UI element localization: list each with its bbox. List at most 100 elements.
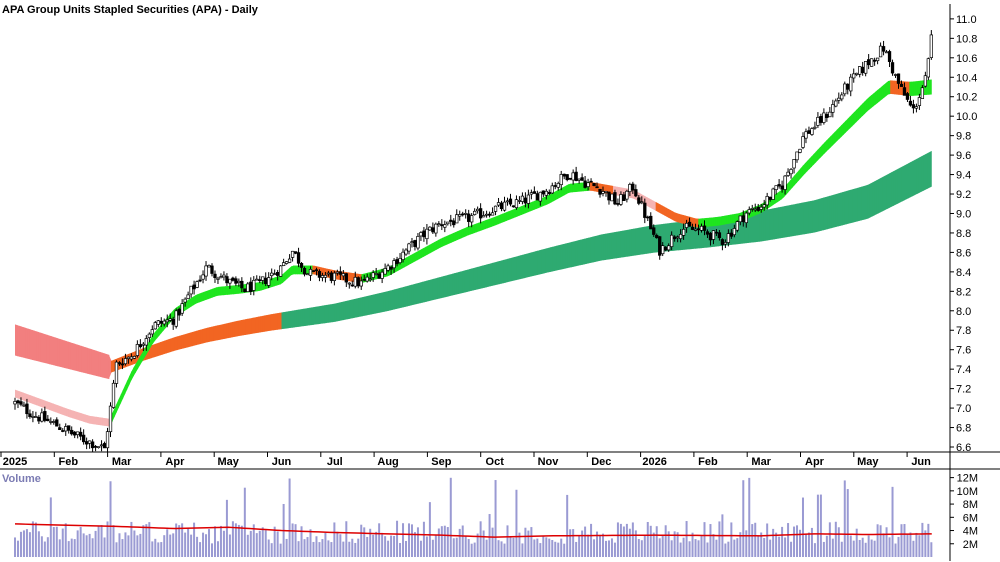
candle-body xyxy=(690,226,695,230)
long-term-ribbon xyxy=(413,283,417,305)
short-term-ribbon xyxy=(129,370,132,386)
volume-bar xyxy=(610,538,613,557)
short-term-ribbon xyxy=(666,207,669,218)
candle-body xyxy=(114,361,119,384)
volume-bar xyxy=(527,530,530,557)
candle-body xyxy=(443,224,447,228)
short-term-ribbon xyxy=(480,220,484,231)
candle-body xyxy=(120,363,125,366)
long-term-ribbon xyxy=(449,273,453,297)
candle-body xyxy=(825,114,829,118)
volume-bar xyxy=(43,541,46,557)
volume-bar xyxy=(55,526,58,557)
long-term-ribbon xyxy=(897,167,901,204)
candle-body xyxy=(481,215,486,218)
short-term-ribbon xyxy=(890,80,893,95)
short-term-ribbon xyxy=(845,118,849,133)
short-term-ribbon xyxy=(306,265,309,275)
candle-body xyxy=(661,245,665,255)
long-term-ribbon xyxy=(533,251,536,277)
time-tick-label: Jul xyxy=(327,456,343,468)
volume-bar xyxy=(384,536,387,557)
candle-body xyxy=(869,58,874,67)
short-term-ribbon xyxy=(802,162,806,177)
long-term-ribbon xyxy=(791,204,794,237)
long-term-ribbon xyxy=(209,326,212,342)
volume-bar xyxy=(124,532,127,557)
candle-body xyxy=(461,213,465,216)
price-tick-label: 9.0 xyxy=(956,208,971,220)
volume-bar xyxy=(106,521,109,557)
long-term-ribbon xyxy=(100,352,103,378)
volume-bar xyxy=(434,534,437,557)
long-term-ribbon xyxy=(162,340,165,355)
candle-body xyxy=(147,333,151,338)
long-term-ribbon xyxy=(64,340,67,369)
short-term-ribbon-pre xyxy=(91,416,95,425)
volume-bar xyxy=(213,526,216,557)
volume-bar xyxy=(416,527,419,557)
long-term-ribbon xyxy=(539,249,543,275)
long-term-ribbon xyxy=(810,200,813,234)
long-term-ribbon xyxy=(223,323,227,339)
candle-body xyxy=(789,169,793,175)
short-term-ribbon-pre xyxy=(87,415,91,424)
short-term-ribbon xyxy=(519,205,522,216)
candle-body xyxy=(556,183,560,188)
long-term-ribbon xyxy=(622,230,626,258)
long-term-ribbon xyxy=(584,238,587,265)
candle-body xyxy=(747,209,751,214)
price-tick-label: 10.6 xyxy=(956,53,977,65)
long-term-ribbon xyxy=(255,316,259,334)
short-term-ribbon xyxy=(431,242,435,253)
candle-body xyxy=(890,62,895,74)
volume-bar xyxy=(906,534,909,557)
long-term-ribbon xyxy=(34,330,37,362)
long-term-ribbon xyxy=(432,278,436,301)
volume-bar xyxy=(804,533,807,557)
candle-body xyxy=(180,303,184,314)
volume-bar xyxy=(297,541,300,557)
short-term-ribbon xyxy=(610,185,614,195)
long-term-ribbon xyxy=(803,201,807,235)
volume-bar xyxy=(512,537,515,557)
candle-body xyxy=(878,45,883,58)
candle-body xyxy=(96,446,101,449)
candle-body xyxy=(270,272,274,277)
long-term-ribbon xyxy=(577,239,581,266)
volume-bar xyxy=(807,532,810,557)
long-term-ribbon xyxy=(219,324,223,340)
volume-bar xyxy=(581,530,584,557)
candle-body xyxy=(843,83,847,95)
candle-body xyxy=(831,104,835,113)
volume-bar xyxy=(467,539,470,557)
short-term-ribbon xyxy=(809,156,812,170)
volume-bar xyxy=(813,543,816,557)
candle-body xyxy=(326,272,331,275)
short-term-ribbon xyxy=(455,231,458,241)
candle-body xyxy=(416,236,420,249)
short-term-ribbon xyxy=(423,246,426,257)
short-term-ribbon xyxy=(220,286,224,296)
long-term-ribbon xyxy=(110,359,114,373)
volume-bar xyxy=(599,534,602,557)
short-term-ribbon-pre xyxy=(98,417,101,426)
long-term-ribbon xyxy=(15,324,18,357)
candle-body xyxy=(828,111,832,118)
candle-body xyxy=(273,273,277,276)
candle-body xyxy=(141,343,145,346)
long-term-ribbon xyxy=(501,259,504,284)
volume-bar xyxy=(130,521,133,557)
long-term-ribbon xyxy=(646,226,649,254)
candle-body xyxy=(819,116,823,123)
candle-body xyxy=(532,191,537,194)
price-tick-label: 10.4 xyxy=(956,72,977,84)
candle-body xyxy=(350,284,354,287)
long-term-ribbon xyxy=(918,156,922,193)
long-term-ribbon xyxy=(221,323,225,340)
short-term-ribbon xyxy=(792,175,795,189)
long-term-ribbon xyxy=(290,310,293,329)
candle-body xyxy=(284,261,289,264)
short-term-ribbon-pre xyxy=(93,416,97,425)
